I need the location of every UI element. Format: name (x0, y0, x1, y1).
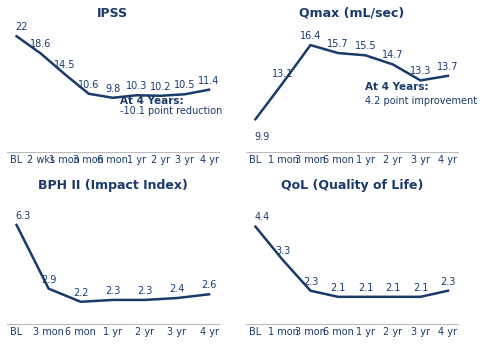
Text: 2.1: 2.1 (386, 283, 400, 293)
Text: At 4 Years:: At 4 Years: (366, 82, 429, 92)
Text: 3.3: 3.3 (276, 246, 290, 256)
Text: 9.8: 9.8 (105, 84, 120, 94)
Text: 11.4: 11.4 (198, 76, 220, 86)
Text: 18.6: 18.6 (30, 39, 52, 49)
Text: 10.5: 10.5 (174, 80, 196, 90)
Text: 15.7: 15.7 (327, 39, 349, 49)
Text: 4.4: 4.4 (254, 213, 270, 223)
Text: At 4 Years:: At 4 Years: (120, 96, 184, 106)
Text: 4.2 point improvement: 4.2 point improvement (366, 96, 478, 106)
Text: 2.6: 2.6 (202, 280, 216, 290)
Text: 10.6: 10.6 (78, 79, 100, 89)
Text: 22: 22 (15, 22, 28, 32)
Text: -10.1 point reduction: -10.1 point reduction (120, 106, 222, 116)
Title: QoL (Quality of Life): QoL (Quality of Life) (280, 179, 423, 192)
Text: 10.2: 10.2 (150, 82, 172, 92)
Text: 2.9: 2.9 (41, 275, 56, 284)
Text: 2.3: 2.3 (440, 277, 456, 287)
Text: 2.2: 2.2 (73, 288, 88, 298)
Text: 2.4: 2.4 (169, 284, 184, 294)
Text: 13.3: 13.3 (410, 66, 431, 76)
Title: BPH II (Impact Index): BPH II (Impact Index) (38, 179, 188, 192)
Text: 2.3: 2.3 (105, 286, 120, 296)
Text: 2.1: 2.1 (358, 283, 373, 293)
Text: 2.3: 2.3 (137, 286, 152, 296)
Text: 13.1: 13.1 (272, 68, 293, 78)
Text: 13.7: 13.7 (437, 62, 458, 72)
Title: IPSS: IPSS (97, 7, 128, 20)
Title: Qmax (mL/sec): Qmax (mL/sec) (299, 7, 405, 20)
Text: 9.9: 9.9 (254, 132, 270, 142)
Text: 16.4: 16.4 (300, 31, 321, 41)
Text: 15.5: 15.5 (354, 41, 376, 51)
Text: 10.3: 10.3 (126, 81, 148, 91)
Text: 2.3: 2.3 (303, 277, 318, 287)
Text: 6.3: 6.3 (15, 211, 30, 221)
Text: 14.7: 14.7 (382, 50, 404, 60)
Text: 2.1: 2.1 (330, 283, 345, 293)
Text: 2.1: 2.1 (413, 283, 428, 293)
Text: 14.5: 14.5 (54, 60, 76, 70)
